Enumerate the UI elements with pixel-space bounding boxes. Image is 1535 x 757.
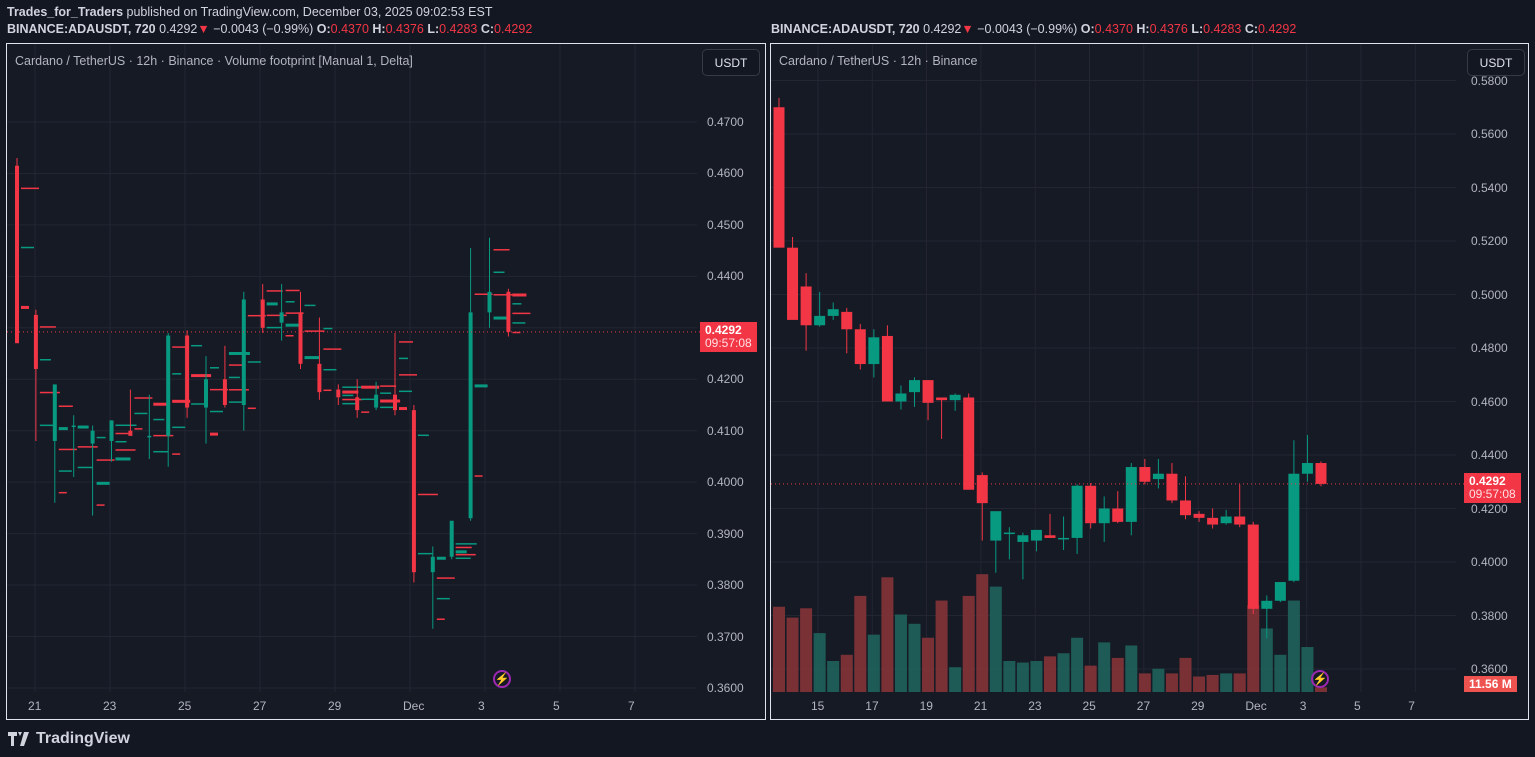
last-price-tag: 0.4292 09:57:08 (700, 322, 757, 352)
candlestick-chart-panel[interactable]: Cardano / TetherUS · 12h · Binance USDT … (770, 43, 1529, 720)
symbol-info-left: BINANCE:ADAUSDT, 720 0.4292▼ −0.0043 (−0… (7, 22, 533, 36)
down-arrow-icon: ▼ (197, 22, 210, 36)
down-arrow-icon: ▼ (961, 22, 974, 36)
symbol-info-right: BINANCE:ADAUSDT, 720 0.4292▼ −0.0043 (−0… (771, 22, 1297, 36)
candlestick-chart-canvas[interactable] (771, 44, 1528, 719)
tradingview-logo-icon (8, 732, 29, 746)
chart-legend: Cardano / TetherUS · 12h · Binance · Vol… (15, 54, 413, 68)
currency-button[interactable]: USDT (1467, 49, 1525, 76)
volume-tag: 11.56 M (1464, 676, 1517, 692)
author-name[interactable]: Trades_for_Traders (7, 5, 124, 19)
lightning-icon[interactable]: ⚡ (1311, 670, 1329, 688)
chart-legend: Cardano / TetherUS · 12h · Binance (779, 54, 978, 68)
lightning-icon[interactable]: ⚡ (493, 670, 511, 688)
last-price-tag: 0.4292 09:57:08 (1464, 473, 1521, 503)
currency-button[interactable]: USDT (702, 49, 760, 76)
publish-info: Trades_for_Traders published on TradingV… (7, 5, 493, 19)
footprint-chart-canvas[interactable] (7, 44, 765, 719)
tradingview-logo[interactable]: TradingView (8, 730, 130, 748)
footprint-chart-panel[interactable]: Cardano / TetherUS · 12h · Binance · Vol… (6, 43, 766, 720)
